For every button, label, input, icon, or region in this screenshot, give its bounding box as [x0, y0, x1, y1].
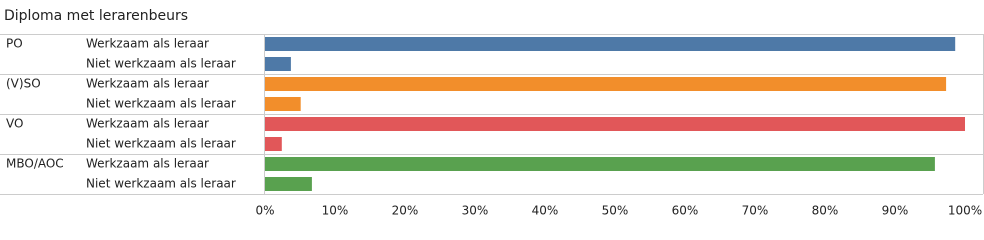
bar — [265, 97, 301, 111]
group-label: MBO/AOC — [6, 157, 64, 171]
bar — [265, 117, 965, 131]
group-label: (V)SO — [6, 77, 41, 91]
category-label: Werkzaam als leraar — [86, 77, 209, 91]
bar — [265, 37, 956, 51]
x-tick-label: 100% — [948, 204, 982, 218]
bar — [265, 177, 312, 191]
bar — [265, 57, 291, 71]
page: Diploma met lerarenbeurs PO Werkzaam als … — [0, 8, 984, 218]
x-tick-label: 20% — [392, 204, 419, 218]
chart: Diploma met lerarenbeurs PO Werkzaam als … — [0, 8, 984, 218]
x-tick-label: 40% — [532, 204, 559, 218]
category-label: Niet werkzaam als leraar — [86, 137, 236, 151]
x-tick-label: 80% — [812, 204, 839, 218]
x-tick-label: 10% — [322, 204, 349, 218]
x-tick-label: 50% — [602, 204, 629, 218]
bar — [265, 77, 947, 91]
x-tick-label: 60% — [672, 204, 699, 218]
category-label: Niet werkzaam als leraar — [86, 97, 236, 111]
bar — [265, 137, 282, 151]
group-label: VO — [6, 117, 23, 131]
x-tick-label: 0% — [255, 204, 274, 218]
category-label: Niet werkzaam als leraar — [86, 177, 236, 191]
bar — [265, 157, 935, 171]
x-tick-label: 90% — [882, 204, 909, 218]
x-tick-label: 30% — [462, 204, 489, 218]
x-tick-label: 70% — [742, 204, 769, 218]
category-label: Werkzaam als leraar — [86, 157, 209, 171]
group-label: PO — [6, 37, 23, 51]
category-label: Niet werkzaam als leraar — [86, 57, 236, 71]
category-label: Werkzaam als leraar — [86, 37, 209, 51]
chart-title: Diploma met lerarenbeurs — [4, 8, 188, 24]
category-label: Werkzaam als leraar — [86, 117, 209, 131]
